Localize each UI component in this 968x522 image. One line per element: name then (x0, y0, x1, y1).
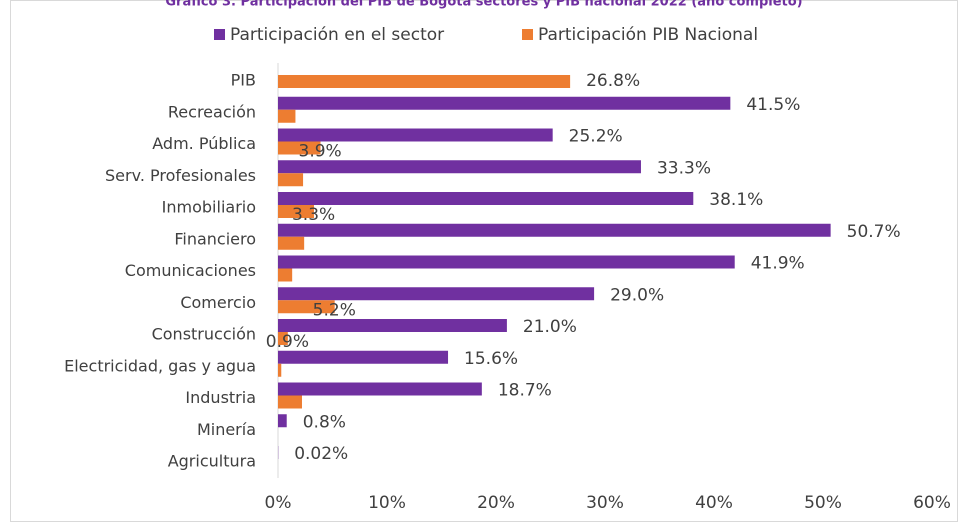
y-tick-label: Adm. Pública (152, 134, 256, 153)
bar (278, 173, 304, 187)
bar (278, 382, 482, 396)
x-tick-label: 0% (265, 493, 292, 513)
bar (278, 223, 831, 237)
bar (278, 255, 735, 269)
bar (278, 128, 553, 142)
data-label: 5.2% (313, 300, 356, 320)
bar (278, 287, 595, 301)
data-label: 29.0% (610, 285, 664, 305)
data-label: 3.3% (292, 205, 335, 225)
legend-label: Participación en el sector (230, 25, 444, 45)
bar (278, 395, 302, 409)
y-tick-label: Electricidad, gas y agua (64, 356, 256, 375)
y-tick-label: Minería (197, 420, 256, 439)
data-label: 38.1% (709, 190, 763, 210)
legend-label: Participación PIB Nacional (538, 25, 758, 45)
data-label: 41.5% (746, 95, 800, 115)
bar (278, 363, 282, 377)
data-label: 3.9% (299, 142, 342, 162)
data-label: 50.7% (847, 222, 901, 242)
bar (278, 96, 731, 110)
data-label: 18.7% (498, 381, 552, 401)
bar (278, 205, 314, 218)
data-label: 26.8% (586, 71, 640, 91)
legend-swatch (214, 29, 225, 40)
bar (278, 236, 305, 250)
bar (278, 414, 287, 428)
y-tick-label: Inmobiliario (162, 198, 256, 217)
y-tick-label: Industria (185, 388, 256, 407)
bar (278, 160, 641, 174)
x-tick-label: 40% (695, 493, 733, 513)
bar (278, 350, 449, 364)
y-tick-label: Comercio (180, 293, 256, 312)
y-tick-label: PIB (231, 71, 256, 90)
y-tick-label: Financiero (174, 229, 256, 248)
y-tick-label: Recreación (168, 102, 256, 121)
data-label: 0.02% (294, 444, 348, 464)
x-tick-label: 20% (477, 493, 515, 513)
x-tick-label: 50% (804, 493, 842, 513)
bar (278, 300, 335, 314)
y-tick-label: Construcción (152, 325, 256, 344)
data-label: 41.9% (751, 254, 805, 274)
bar (278, 319, 507, 332)
y-tick-label: Agricultura (168, 452, 256, 471)
bar (278, 109, 296, 123)
chart-title: Gráfico 3. Participación del PIB de Bogo… (165, 0, 802, 10)
bar (278, 332, 288, 345)
bar (278, 192, 694, 205)
x-tick-label: 30% (586, 493, 624, 513)
bar (278, 141, 321, 155)
bar (278, 75, 571, 88)
x-tick-label: 10% (368, 493, 406, 513)
legend-swatch (522, 29, 533, 40)
data-label: 33.3% (657, 158, 711, 178)
bar (278, 268, 293, 282)
data-label: 0.8% (303, 412, 346, 432)
data-label: 21.0% (523, 317, 577, 337)
x-tick-label: 60% (913, 493, 951, 513)
data-label: 15.6% (464, 349, 518, 369)
data-label: 0.9% (266, 332, 309, 352)
y-tick-label: Comunicaciones (125, 261, 256, 280)
y-tick-label: Serv. Profesionales (105, 166, 256, 185)
data-label: 25.2% (569, 127, 623, 147)
